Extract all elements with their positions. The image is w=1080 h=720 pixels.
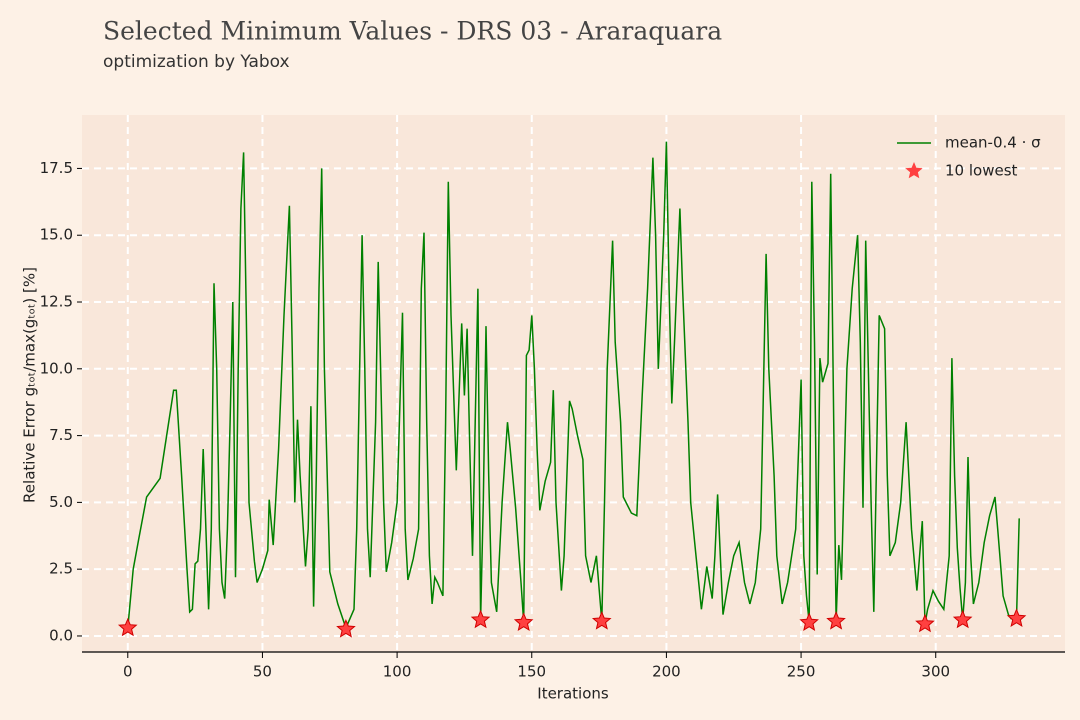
y-axis-label: Relative Error gₜₒₜ/max(gₜₒₜ) [%] xyxy=(21,267,39,503)
chart-title: Selected Minimum Values - DRS 03 - Arara… xyxy=(103,17,722,46)
legend-swatch xyxy=(905,162,923,179)
star-marker xyxy=(799,612,819,631)
x-tick-label: 300 xyxy=(921,663,950,681)
y-tick-label: 15.0 xyxy=(40,226,73,244)
y-tick-label: 2.5 xyxy=(49,560,73,578)
star-marker xyxy=(1006,608,1027,627)
y-tick-label: 12.5 xyxy=(40,293,73,311)
star-marker xyxy=(513,612,534,631)
x-tick-label: 0 xyxy=(123,663,133,681)
star-marker xyxy=(336,619,356,638)
star-marker xyxy=(826,611,846,630)
y-tick-label: 10.0 xyxy=(40,359,73,377)
x-tick-label: 250 xyxy=(787,663,816,681)
y-tick-label: 0.0 xyxy=(49,626,73,644)
chart-subtitle: optimization by Yabox xyxy=(103,52,290,72)
star-marker xyxy=(591,611,612,630)
y-tick-label: 7.5 xyxy=(49,426,73,444)
plot-area xyxy=(82,115,1065,652)
star-marker xyxy=(952,609,973,629)
star-marker xyxy=(470,609,491,629)
x-axis-label: Iterations xyxy=(537,685,609,703)
y-tick-label: 17.5 xyxy=(40,159,73,177)
legend-label: 10 lowest xyxy=(945,162,1018,180)
x-tick-label: 50 xyxy=(253,663,272,681)
star-marker xyxy=(915,613,935,633)
legend-label: mean-0.4 · σ xyxy=(945,134,1041,152)
x-tick-label: 100 xyxy=(383,663,412,681)
x-tick-label: 150 xyxy=(517,663,546,681)
y-tick-label: 5.0 xyxy=(49,493,73,511)
star-marker xyxy=(117,617,138,637)
x-tick-label: 200 xyxy=(652,663,681,681)
line xyxy=(127,141,1020,631)
